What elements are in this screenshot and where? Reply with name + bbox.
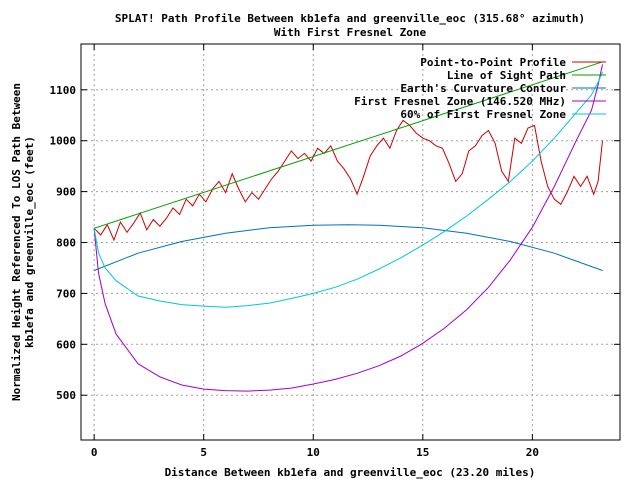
- x-tick-label: 5: [200, 446, 207, 459]
- plot-frame: [80, 43, 621, 441]
- series-point-to-point-profile: [93, 119, 603, 242]
- series-line-of-sight-path: [93, 61, 603, 229]
- chart-title: SPLAT! Path Profile Between kb1efa and g…: [115, 12, 585, 25]
- plot-series: [93, 61, 603, 392]
- y-tick-label: 1100: [50, 84, 77, 97]
- legend-label: Earth's Curvature Contour: [400, 82, 566, 95]
- y-tick-label: 500: [56, 389, 76, 402]
- chart-subtitle: With First Fresnel Zone: [274, 26, 427, 39]
- y-tick-label: 1000: [50, 135, 77, 148]
- series-earth-s-curvature-contour: [93, 224, 603, 271]
- legend-label: Line of Sight Path: [447, 69, 566, 82]
- legend-label: First Fresnel Zone (146.520 MHz): [354, 95, 566, 108]
- x-tick-label: 10: [307, 446, 320, 459]
- y-tick-label: 900: [56, 186, 76, 199]
- y-tick-label: 800: [56, 237, 76, 250]
- x-tick-label: 20: [526, 446, 539, 459]
- y-axis-title-line1: Normalized Height Referenced To LOS Path…: [10, 83, 23, 401]
- axis-ticks: 0 5 10 15 20 500 600 700 800 900 1000 1100: [50, 44, 620, 459]
- x-tick-label: 0: [91, 446, 98, 459]
- legend-label: 60% of First Fresnel Zone: [400, 108, 566, 121]
- x-axis-title: Distance Between kb1efa and greenville_e…: [165, 466, 536, 479]
- y-axis-title-line2: kb1efa and greenville_eoc (feet): [23, 136, 36, 348]
- legend-label: Point-to-Point Profile: [420, 56, 566, 69]
- series-60-of-first-fresnel-zone: [93, 71, 603, 308]
- grid-lines: [81, 44, 620, 440]
- y-tick-label: 700: [56, 287, 76, 300]
- y-tick-label: 600: [56, 338, 76, 351]
- x-tick-label: 15: [416, 446, 429, 459]
- series-first-fresnel-zone-146-520-mhz: [93, 64, 603, 392]
